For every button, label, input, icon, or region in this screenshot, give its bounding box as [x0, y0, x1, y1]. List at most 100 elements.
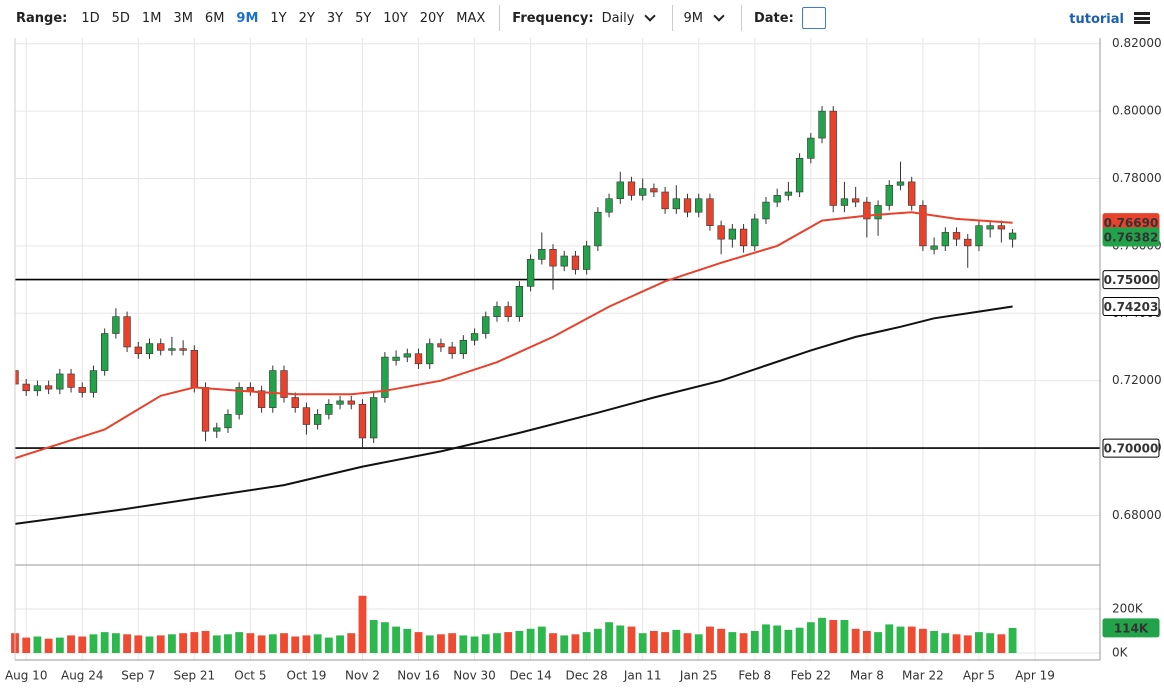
range-button[interactable]: 2Y — [298, 10, 315, 26]
candle-body — [15, 370, 19, 385]
volume-bar — [414, 632, 423, 653]
candle-body — [257, 390, 266, 408]
range-button[interactable]: 5D — [111, 10, 130, 26]
candle-body — [639, 188, 647, 196]
volume-bar — [313, 634, 322, 653]
range-button[interactable]: 6M — [204, 10, 225, 26]
volume-bar — [481, 634, 490, 653]
volume-bar — [257, 635, 266, 653]
volume-bar — [78, 636, 87, 653]
candle-body — [885, 184, 893, 206]
volume-bar — [918, 628, 927, 653]
volume-bar — [55, 637, 64, 653]
separator — [672, 5, 674, 31]
x-tick-label: Apr 19 — [1015, 669, 1055, 683]
candle-body — [157, 343, 165, 351]
volume-bar — [167, 634, 176, 653]
x-tick-label: Dec 28 — [565, 669, 607, 683]
candle-body — [381, 356, 389, 398]
candle-body — [818, 110, 826, 139]
volume-bar — [358, 595, 367, 653]
volume-bar — [739, 633, 748, 653]
tutorial-link[interactable]: tutorial — [1069, 12, 1124, 27]
range-button[interactable]: 9M — [236, 10, 259, 26]
menu-button[interactable] — [1134, 12, 1150, 24]
volume-bar — [403, 628, 412, 653]
volume-bar — [582, 632, 591, 653]
volume-bar — [448, 633, 457, 653]
range-button[interactable]: 1D — [81, 10, 100, 26]
candle-body — [515, 286, 524, 317]
range-button[interactable]: 5Y — [355, 10, 372, 26]
y-tick-label: 0.80000 — [1112, 104, 1162, 118]
candle-body — [661, 191, 669, 210]
line-series — [15, 211, 1013, 460]
volume-bar — [89, 634, 98, 653]
candle-body — [168, 348, 176, 351]
candle-body — [370, 397, 378, 439]
candle-body — [582, 245, 591, 270]
volume-bar — [291, 636, 300, 653]
price-tag — [1102, 618, 1160, 638]
volume-bar — [840, 620, 849, 653]
volume-bar — [874, 632, 882, 653]
x-tick-label: Mar 8 — [850, 669, 884, 683]
price-tag-label: 0.70000 — [1104, 442, 1159, 456]
range-label: Range: — [16, 10, 68, 26]
volume-bar — [437, 634, 445, 653]
x-tick-label: Mar 22 — [902, 669, 944, 683]
volume-bar — [425, 635, 434, 653]
candle-body — [975, 225, 983, 247]
candle-body — [795, 157, 804, 193]
volume-bar — [862, 631, 871, 653]
range-button[interactable]: 1Y — [270, 10, 287, 26]
candle-body — [426, 343, 434, 365]
range-button[interactable]: 10Y — [383, 10, 408, 26]
x-tick-label: Sep 7 — [121, 669, 155, 683]
range-button[interactable]: 3Y — [326, 10, 344, 26]
volume-bar — [649, 631, 658, 653]
volume-bar — [952, 634, 961, 653]
candle-body — [437, 343, 445, 348]
calendar-button[interactable] — [801, 7, 826, 29]
volume-bar — [224, 634, 232, 653]
candle-body — [67, 373, 75, 388]
range-button[interactable]: 3M — [173, 10, 193, 26]
candle-body — [560, 255, 568, 267]
volume-bar — [123, 634, 132, 653]
volume-bar — [907, 626, 916, 653]
candle-body — [179, 348, 187, 351]
range-button[interactable]: 1M — [141, 10, 162, 26]
candle-body — [280, 370, 288, 398]
x-tick-label: Dec 14 — [509, 669, 551, 683]
candle-body — [201, 387, 210, 432]
candle-body — [840, 198, 849, 206]
separator — [499, 5, 501, 31]
candle-body — [224, 414, 232, 429]
price-tag-label: 0.76690 — [1104, 216, 1159, 230]
axes: Aug 10 Aug 24 Sep 7 Sep 21 Oct 5 Oct 19 Nov 2 N… — [5, 36, 1162, 682]
volume-bar — [975, 632, 983, 653]
y-tick-label: 0.82000 — [1112, 36, 1162, 50]
period-select[interactable]: 9M — [683, 10, 703, 26]
x-tick-label: Feb 8 — [738, 669, 771, 683]
volume-bar — [728, 632, 737, 653]
volume-bar — [997, 634, 1006, 653]
candle-body — [22, 383, 30, 392]
volume-bar — [212, 635, 221, 653]
x-tick-label: Jan 11 — [623, 669, 662, 683]
volume-bar — [683, 633, 692, 653]
candle-body — [246, 387, 255, 392]
range-button[interactable]: MAX — [456, 10, 486, 26]
candle-body — [964, 238, 972, 247]
range-button[interactable]: 20Y — [419, 10, 445, 26]
candle-body — [717, 225, 725, 240]
candle-body — [650, 188, 658, 193]
volume-bar — [470, 636, 479, 653]
price-tag-label: 114K — [1114, 621, 1149, 635]
frequency-select[interactable]: Daily — [601, 10, 635, 26]
price-tag-label: 0.74203 — [1104, 300, 1159, 314]
volume-bar — [930, 631, 939, 653]
x-tick-label: Feb 22 — [791, 669, 831, 683]
price-tag-label: 0.75000 — [1104, 273, 1159, 287]
